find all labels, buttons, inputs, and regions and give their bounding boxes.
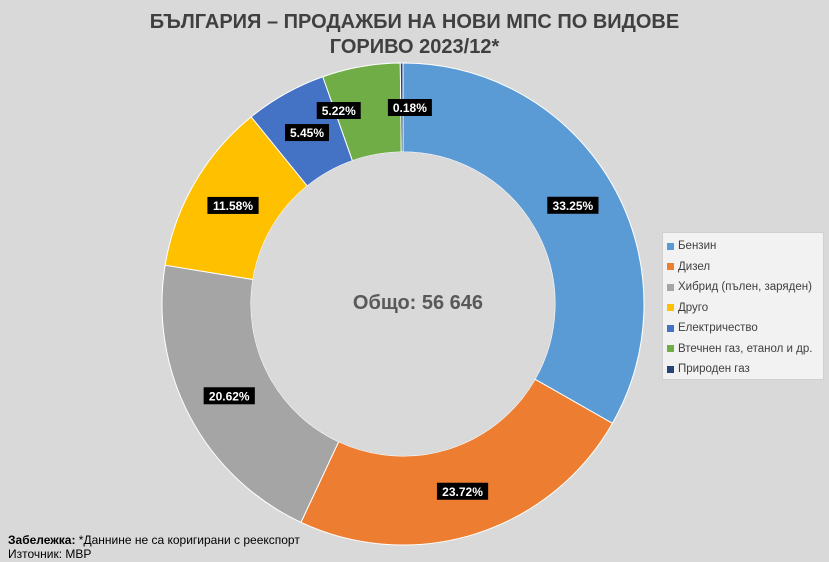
- legend-label: Дизел: [678, 260, 711, 273]
- chart-title-line-1: БЪЛГАРИЯ – ПРОДАЖБИ НА НОВИ МПС ПО ВИДОВ…: [149, 11, 680, 33]
- legend-label: Друго: [678, 301, 709, 314]
- legend-item-2: Дизел: [667, 257, 823, 278]
- legend-label: Природен газ: [678, 363, 750, 376]
- total-label: Общо: 56 646: [353, 292, 483, 314]
- data-label-2: 23.72%: [436, 482, 489, 500]
- legend-swatch: [667, 304, 674, 312]
- legend-item-1: Бензин: [667, 236, 823, 257]
- data-label-5: 5.45%: [285, 124, 330, 142]
- legend-swatch: [667, 324, 674, 332]
- legend-label: Втечнен газ, етанол и др.: [678, 342, 813, 355]
- donut-hole: [251, 152, 555, 456]
- legend-label: Бензин: [678, 240, 717, 253]
- svg-text:11.58%: 11.58%: [213, 199, 253, 213]
- legend-swatch: [667, 283, 674, 291]
- data-labels: 33.25% 23.72% 20.62% 11.58% 5.45% 5.22% 0.18%: [203, 99, 599, 500]
- svg-text:0.18%: 0.18%: [393, 101, 427, 115]
- data-label-3: 20.62%: [203, 387, 255, 405]
- chart-title: БЪЛГАРИЯ – ПРОДАЖБИ НА НОВИ МПС ПО ВИДОВ…: [0, 10, 829, 60]
- legend-swatch: [667, 263, 674, 271]
- legend-label: Хибрид (пълен, заряден): [678, 281, 812, 294]
- legend-swatch: [667, 345, 674, 353]
- legend-item-3: Хибрид (пълен, заряден): [667, 277, 823, 298]
- legend-item-5: Електричество: [667, 318, 823, 339]
- legend-swatch: [667, 242, 674, 250]
- svg-text:33.25%: 33.25%: [553, 199, 594, 213]
- legend-item-4: Друго: [667, 298, 823, 319]
- svg-text:20.62%: 20.62%: [209, 389, 250, 403]
- svg-text:5.45%: 5.45%: [290, 126, 324, 140]
- data-label-4: 11.58%: [207, 196, 259, 214]
- footnote: Забележка: *Даннине не са коригирани с р…: [8, 533, 300, 561]
- source-text: Източник: МВР: [8, 547, 92, 561]
- data-label-1: 33.25%: [547, 196, 599, 214]
- chart-title-line-2: ГОРИВО 2023/12*: [329, 36, 500, 58]
- legend-item-7: Природен газ: [667, 359, 823, 380]
- data-label-6: 5.22%: [316, 102, 361, 120]
- svg-text:5.22%: 5.22%: [322, 104, 356, 118]
- data-label-7: 0.18%: [387, 99, 432, 117]
- legend-item-6: Втечнен газ, етанол и др.: [667, 339, 823, 360]
- chart-legend: Бензин Дизел Хибрид (пълен, заряден) Друго Е…: [662, 232, 824, 380]
- legend-label: Електричество: [678, 322, 758, 335]
- note-text: *Даннине не са коригирани с реекспорт: [75, 533, 300, 547]
- legend-swatch: [667, 365, 674, 373]
- note-label: Забележка:: [8, 533, 76, 547]
- svg-text:23.72%: 23.72%: [442, 485, 483, 499]
